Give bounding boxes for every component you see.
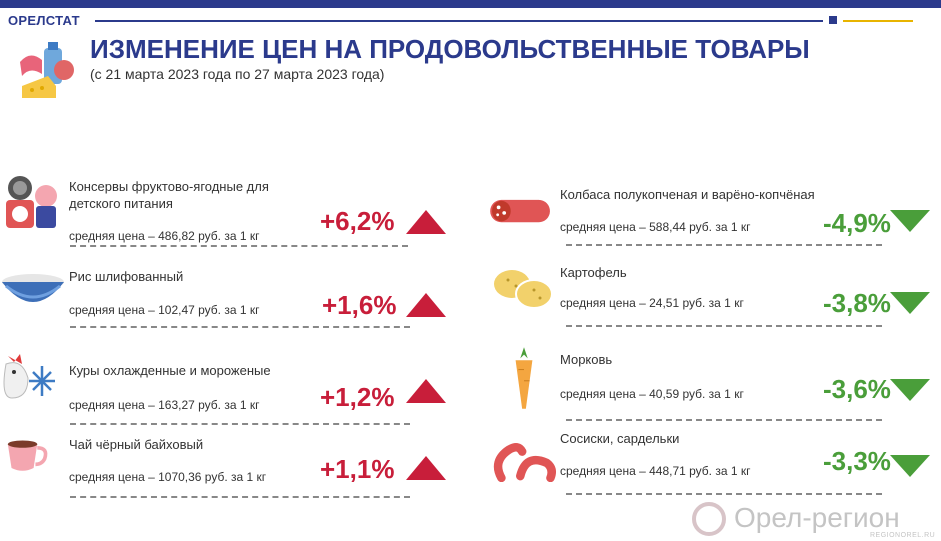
watermark: Орел-регион REGIONOREL.RU <box>692 502 936 539</box>
item-change: +1,1% <box>320 454 395 484</box>
decrease-arrow-icon <box>890 455 930 477</box>
item-price: средняя цена – 40,59 руб. за 1 кг <box>560 387 744 401</box>
increase-arrow-icon <box>406 210 446 234</box>
item-divider <box>566 244 882 246</box>
item-price: средняя цена – 163,27 руб. за 1 кг <box>69 398 260 412</box>
carrot-icon <box>515 347 533 409</box>
item-price: средняя цена – 448,71 руб. за 1 кг <box>560 464 751 478</box>
item-change: -4,9% <box>823 208 891 238</box>
item-name: Куры охлажденные и мороженые <box>69 363 271 378</box>
watermark-logo-icon <box>692 502 726 536</box>
agency-name: ОРЕЛСТАТ <box>8 13 80 28</box>
item-name: Чай чёрный байховый <box>69 437 204 452</box>
item-change: +6,2% <box>320 206 395 236</box>
decrease-arrow-icon <box>890 379 930 401</box>
item-divider <box>70 496 410 498</box>
price-item-sausage: Колбаса полукопченая и варёно-копчёная с… <box>480 184 940 254</box>
increase-arrow-icon <box>406 293 446 317</box>
item-divider <box>70 245 408 247</box>
potato-icon <box>494 270 553 309</box>
item-divider <box>566 493 882 495</box>
price-item-tea: Чай чёрный байховый средняя цена – 1070,… <box>0 434 460 506</box>
item-name: Рис шлифованный <box>69 269 184 284</box>
tea-cup-icon <box>7 440 48 471</box>
item-price: средняя цена – 486,82 руб. за 1 кг <box>69 229 260 243</box>
item-divider <box>70 423 410 425</box>
header-rule-square <box>829 16 837 24</box>
item-name: Сосиски, сардельки <box>560 431 680 446</box>
hot-dogs-icon <box>493 443 556 482</box>
increase-arrow-icon <box>406 379 446 403</box>
header-rule-accent <box>843 20 913 22</box>
header-rule <box>95 20 823 22</box>
item-change: -3,8% <box>823 288 891 318</box>
item-price: средняя цена – 1070,36 руб. за 1 кг <box>69 470 267 484</box>
item-price: средняя цена – 102,47 руб. за 1 кг <box>69 303 260 317</box>
price-item-rice: Рис шлифованный средняя цена – 102,47 ру… <box>0 266 460 336</box>
price-item-carrot: Морковь средняя цена – 40,59 руб. за 1 к… <box>480 344 940 424</box>
item-change: +1,6% <box>322 290 397 320</box>
baby-food-can-icon <box>6 176 57 228</box>
item-change: -3,6% <box>823 374 891 404</box>
item-name: Колбаса полукопченая и варёно-копчёная <box>560 187 815 202</box>
groceries-icon <box>20 42 74 98</box>
watermark-text: Орел-регион <box>734 502 900 533</box>
item-name: Морковь <box>560 352 613 367</box>
item-price: средняя цена – 588,44 руб. за 1 кг <box>560 220 751 234</box>
top-bar <box>0 0 941 8</box>
item-divider <box>566 325 882 327</box>
decrease-arrow-icon <box>890 292 930 314</box>
page-title: ИЗМЕНЕНИЕ ЦЕН НА ПРОДОВОЛЬСТВЕННЫЕ ТОВАР… <box>90 34 810 64</box>
item-name: Картофель <box>560 265 627 280</box>
watermark-subtext: REGIONOREL.RU <box>870 532 936 539</box>
page-subtitle: (с 21 марта 2023 года по 27 марта 2023 г… <box>90 66 385 82</box>
sausage-icon <box>490 199 550 223</box>
price-item-baby-food: Консервы фруктово-ягодные для детского п… <box>0 176 460 251</box>
rice-bowl-icon <box>2 274 64 302</box>
price-item-hot-dogs: Сосиски, сардельки средняя цена – 448,71… <box>480 430 940 500</box>
decrease-arrow-icon <box>890 210 930 232</box>
price-item-chicken: Куры охлажденные и мороженые средняя цен… <box>0 346 460 428</box>
item-divider <box>566 419 882 421</box>
item-change: +1,2% <box>320 382 395 412</box>
increase-arrow-icon <box>406 456 446 480</box>
item-change: -3,3% <box>823 446 891 476</box>
item-divider <box>70 326 410 328</box>
item-name: Консервы фруктово-ягодные для детского п… <box>69 179 269 211</box>
item-price: средняя цена – 24,51 руб. за 1 кг <box>560 296 744 310</box>
price-item-potato: Картофель средняя цена – 24,51 руб. за 1… <box>480 262 940 336</box>
chicken-snowflake-icon <box>3 354 55 399</box>
